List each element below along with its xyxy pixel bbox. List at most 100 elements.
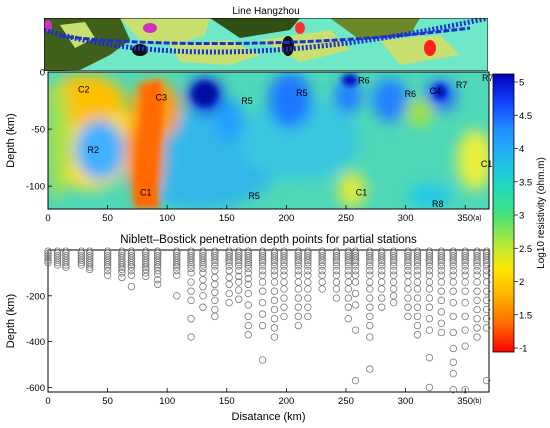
data-point — [294, 256, 302, 265]
annotations-a: C2 C3 R5 R5 R6 R6 C4 R7 R7 R2 C1 C1 R5 C1 R8 — [78, 73, 494, 209]
data-point — [344, 266, 353, 275]
data-point — [461, 386, 469, 394]
data-point — [413, 331, 422, 339]
data-point — [413, 321, 422, 330]
zone-label: C2 — [78, 85, 90, 95]
data-point — [127, 282, 136, 291]
data-point — [62, 258, 70, 267]
data-point — [258, 298, 267, 307]
data-point — [280, 285, 288, 293]
zone-label: R7 — [456, 80, 468, 90]
data-point — [351, 256, 360, 265]
data-point — [244, 331, 252, 339]
y-tick-label-a: 0 — [40, 68, 45, 79]
x-tick-label-a: 200 — [278, 213, 294, 224]
colorbar-label: Log10 resistivity (ohm.m) — [536, 157, 547, 269]
data-point — [153, 261, 162, 269]
data-point — [270, 258, 279, 267]
data-point — [127, 266, 136, 275]
x-tick-label-b: 100 — [159, 396, 175, 407]
data-point — [187, 278, 195, 286]
data-point — [473, 258, 481, 267]
colorbar-tick-label: -1 — [519, 344, 527, 355]
data-point — [449, 369, 457, 378]
data-point — [449, 256, 457, 265]
data-point — [425, 315, 434, 323]
data-point — [461, 266, 469, 275]
colorbar-tick-label: 3.5 — [519, 177, 532, 188]
data-point — [413, 254, 422, 262]
data-point — [344, 303, 353, 311]
x-tick-label-b: 250 — [338, 396, 354, 407]
data-point — [225, 258, 233, 267]
data-point — [473, 287, 481, 295]
x-tick-label-b: 150 — [219, 396, 235, 407]
data-point — [118, 273, 126, 282]
data-point — [225, 254, 233, 262]
y-tick-label-b: -600 — [26, 383, 45, 394]
data-point — [482, 315, 491, 323]
resistivity-section: 0 50 100 150 200 250 300 350 0 -50 -100 C2 C3 R5 R5 R6… — [5, 68, 494, 225]
data-point — [244, 261, 252, 269]
data-point — [378, 285, 386, 293]
data-point — [389, 266, 398, 275]
data-point — [258, 258, 267, 267]
data-point — [482, 278, 491, 286]
data-point — [103, 263, 112, 271]
data-point — [449, 287, 457, 295]
y-tick-label-b: -400 — [26, 337, 45, 348]
data-point — [449, 278, 457, 286]
data-point — [86, 263, 94, 271]
data-point — [270, 305, 279, 314]
data-point — [437, 319, 446, 327]
data-point — [425, 326, 434, 334]
data-point — [103, 271, 112, 279]
data-point — [62, 261, 70, 269]
data-point — [378, 303, 386, 311]
x-tick-label-b: 50 — [102, 396, 113, 407]
data-point — [461, 262, 469, 270]
zone-label: R8 — [432, 199, 444, 209]
data-point — [351, 254, 360, 262]
data-point — [225, 280, 233, 289]
data-point — [294, 321, 302, 330]
data-point — [127, 263, 136, 271]
data-point — [344, 285, 353, 293]
data-point — [332, 256, 341, 265]
data-point — [404, 303, 412, 311]
data-point — [473, 262, 481, 270]
data-point — [437, 287, 446, 295]
colorbar-tick-label: 4.5 — [519, 111, 532, 122]
y-axis-label-b: Depth (km) — [5, 294, 17, 348]
zone-label: C4 — [430, 86, 442, 96]
data-point — [187, 269, 195, 277]
zone-label: R6 — [405, 89, 417, 99]
data-point — [294, 312, 302, 321]
data-point — [344, 315, 353, 323]
data-point — [304, 254, 312, 262]
zone-label: R5 — [296, 88, 308, 98]
data-point — [437, 262, 446, 270]
data-point — [304, 285, 312, 293]
data-point — [118, 261, 126, 269]
data-point — [211, 288, 219, 297]
plot-frame-a — [47, 71, 490, 210]
data-point — [425, 258, 434, 267]
axes-b: 0 50 100 150 200 250 300 350 -200 -400 -600 — [26, 291, 473, 407]
data-point — [332, 285, 341, 293]
data-point — [473, 305, 481, 314]
data-point — [86, 265, 94, 274]
data-point — [461, 287, 469, 295]
data-point — [461, 254, 469, 262]
data-point — [437, 254, 446, 262]
data-point — [211, 262, 219, 270]
data-point — [173, 261, 181, 269]
x-tick-label-a: 300 — [398, 213, 414, 224]
data-point — [244, 274, 252, 283]
data-point — [461, 342, 469, 350]
y-axis-label-a: Depth (km) — [5, 113, 17, 167]
data-point — [437, 308, 446, 316]
data-point — [304, 266, 312, 275]
map-title: Line Hangzhou — [232, 6, 299, 17]
zone-label: R6 — [358, 75, 370, 85]
